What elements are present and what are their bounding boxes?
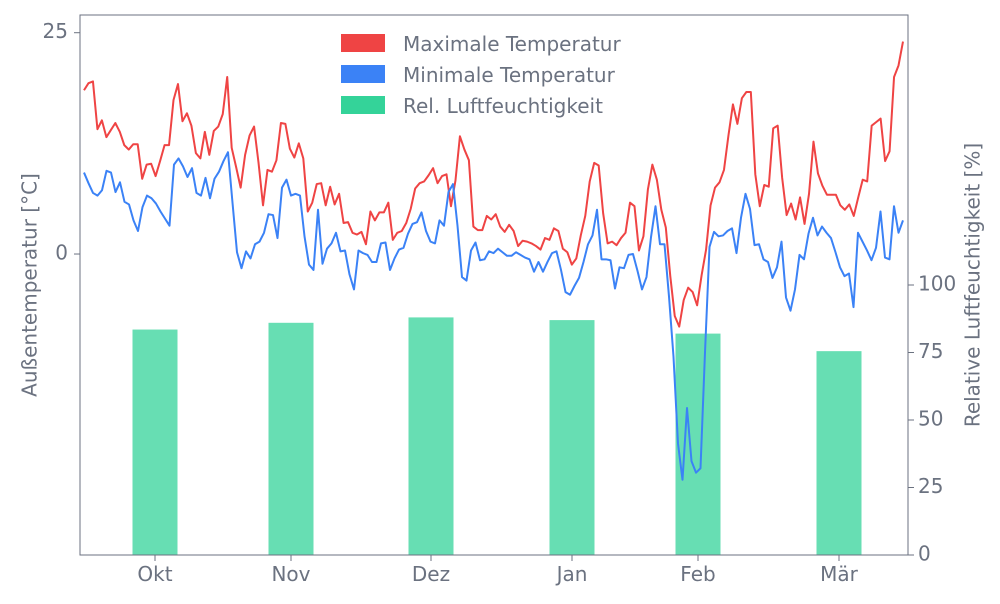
legend-swatch-max: [341, 34, 385, 52]
humidity-bar-mär: [816, 351, 862, 555]
min-temperature-line: [83, 151, 904, 481]
x-tick-label: Jan: [555, 562, 588, 586]
humidity-bar-feb: [675, 333, 721, 555]
legend-label-humidity: Rel. Luftfeuchtigkeit: [403, 94, 603, 118]
legend-label-min: Minimale Temperatur: [403, 63, 616, 87]
y-left-tick-label: 25: [43, 19, 68, 43]
y-right-axis-title: Relative Luftfeuchtigkeit [%]: [961, 143, 985, 427]
humidity-bars: [132, 317, 862, 555]
legend-swatch-min: [341, 65, 385, 83]
temperature-lines: [83, 41, 904, 481]
x-tick-label: Okt: [137, 562, 172, 586]
y-left-axis-title: Außentemperatur [°C]: [18, 173, 42, 397]
humidity-bar-jan: [549, 320, 595, 555]
legend: Maximale Temperatur Minimale Temperatur …: [341, 32, 621, 118]
y-left-tick-label: 0: [55, 241, 68, 265]
x-tick-label: Nov: [271, 562, 310, 586]
humidity-bar-dez: [408, 317, 454, 555]
right-axis: 0 25 50 75 100: [908, 272, 956, 566]
humidity-bar-okt: [132, 329, 178, 555]
x-tick-label: Feb: [680, 562, 715, 586]
humidity-bar-nov: [268, 322, 314, 555]
y-right-tick-label: 75: [918, 339, 943, 363]
y-right-tick-label: 0: [918, 542, 931, 566]
x-tick-label: Dez: [412, 562, 450, 586]
y-right-tick-label: 25: [918, 474, 943, 498]
x-axis: Okt Nov Dez Jan Feb Mär: [137, 555, 859, 586]
max-temperature-line: [83, 41, 904, 328]
left-axis: 0 25: [43, 19, 80, 265]
x-tick-label: Mär: [820, 562, 859, 586]
y-right-tick-label: 50: [918, 407, 943, 431]
y-right-tick-label: 100: [918, 272, 956, 296]
legend-label-max: Maximale Temperatur: [403, 32, 621, 56]
legend-swatch-humidity: [341, 96, 385, 114]
